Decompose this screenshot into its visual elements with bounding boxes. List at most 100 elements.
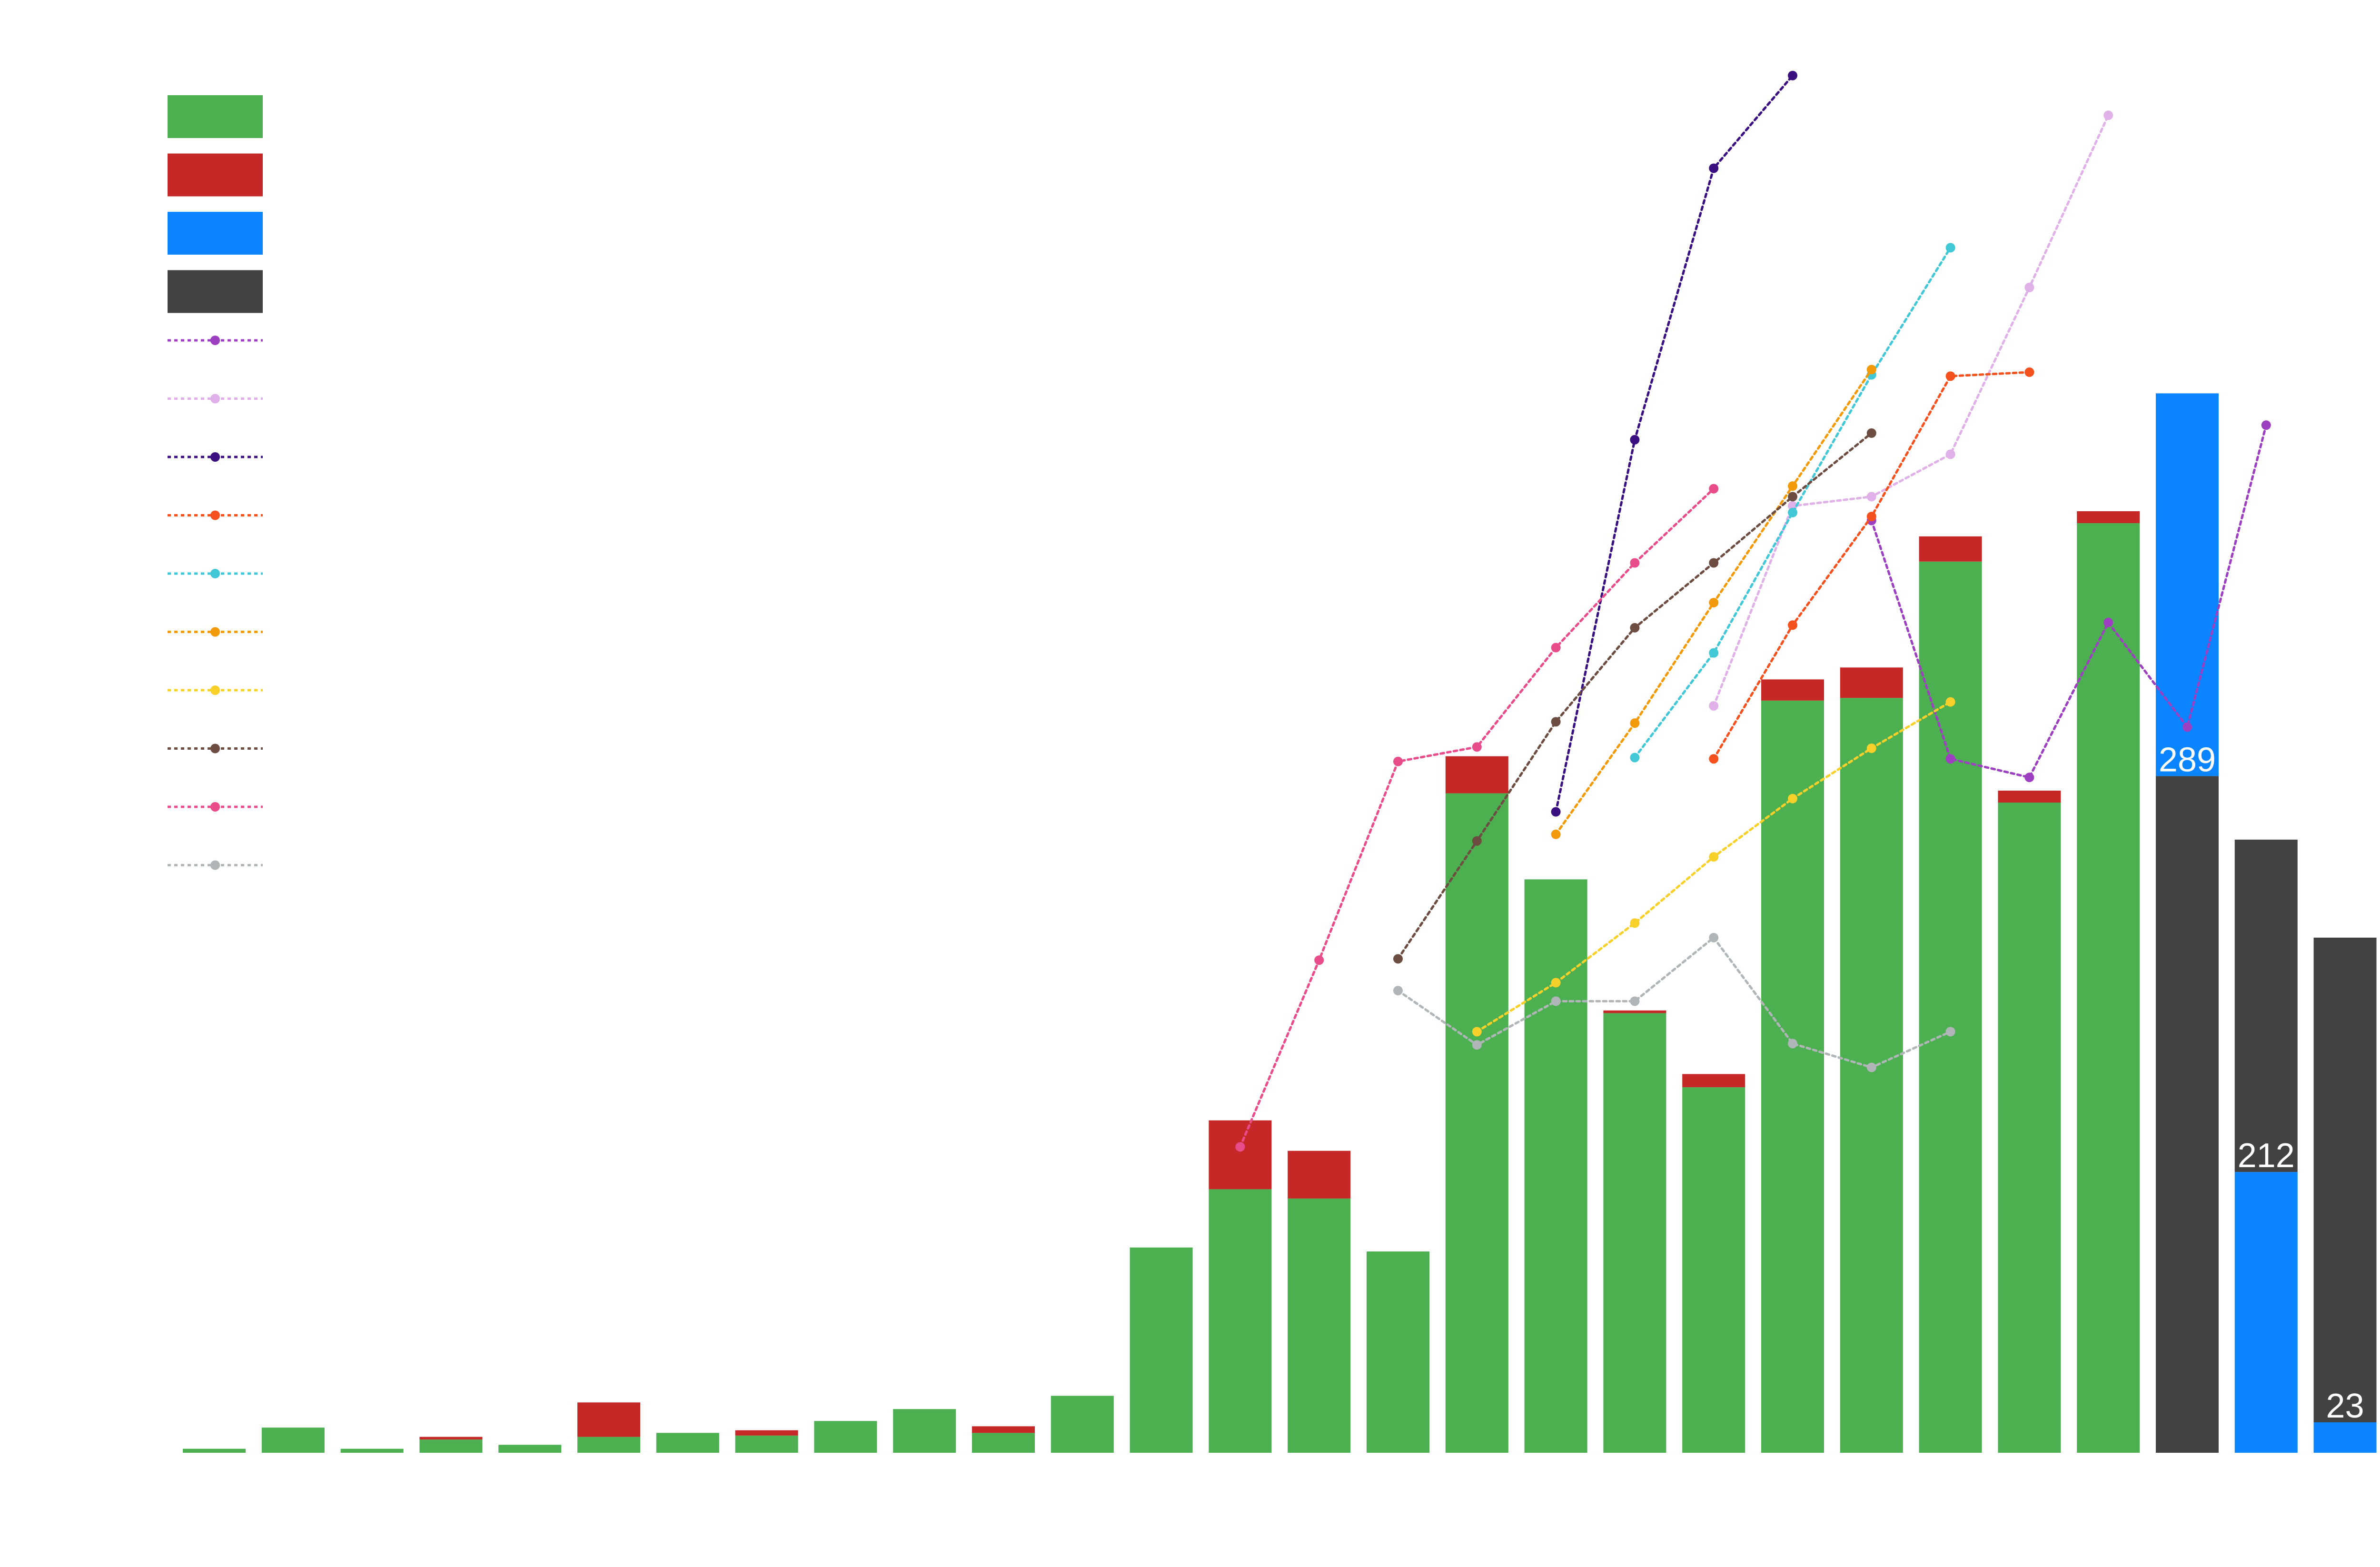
bar-green xyxy=(1130,1247,1193,1453)
legend-swatch xyxy=(168,270,263,313)
series-point xyxy=(1788,492,1797,502)
bar-value-label: 289 xyxy=(2159,741,2216,779)
bar-value-label: 23 xyxy=(2326,1387,2364,1425)
bar-green xyxy=(183,1448,246,1453)
series-point xyxy=(1945,243,1955,253)
series-point xyxy=(1788,793,1797,803)
series-point xyxy=(2261,420,2271,430)
series-point xyxy=(1709,754,1719,764)
series-point xyxy=(1866,512,1876,522)
bar-red xyxy=(1761,679,1824,701)
labels-layer: 289212236 xyxy=(2159,741,2364,1425)
series-point xyxy=(2024,282,2034,292)
legend-swatch xyxy=(168,95,263,138)
bar-green xyxy=(656,1433,719,1453)
series-point xyxy=(1551,643,1561,653)
bar-red xyxy=(1603,1010,1666,1013)
series-point xyxy=(1630,753,1640,763)
bar-green xyxy=(419,1439,483,1453)
legend-marker xyxy=(210,860,220,870)
series-point xyxy=(1314,955,1324,965)
series-point xyxy=(1945,754,1955,764)
series-point xyxy=(1630,435,1640,445)
series-point xyxy=(1393,986,1403,996)
legend-marker xyxy=(210,627,220,637)
series-point xyxy=(1235,1142,1245,1152)
bar-green xyxy=(498,1445,562,1453)
series-point xyxy=(1709,648,1719,658)
bar-green xyxy=(814,1421,877,1453)
series-point xyxy=(1630,718,1640,728)
bar-green xyxy=(1761,700,1824,1453)
bar-green xyxy=(1840,698,1903,1453)
series-point xyxy=(1551,996,1561,1006)
bar-dark xyxy=(2234,839,2298,1172)
series-point xyxy=(1709,932,1719,942)
bars-layer xyxy=(183,393,2377,1453)
series-point xyxy=(1630,996,1640,1006)
series-point xyxy=(1945,1027,1955,1037)
bar-red xyxy=(1840,667,1903,698)
series-point xyxy=(2103,110,2113,120)
legend-marker xyxy=(210,510,220,520)
series-point xyxy=(1472,1027,1482,1037)
series-point xyxy=(1472,742,1482,752)
bar-green xyxy=(577,1437,640,1453)
bar-red xyxy=(1209,1120,1272,1190)
legend-marker xyxy=(210,336,220,345)
bar-red xyxy=(735,1430,798,1436)
bar-green xyxy=(1682,1087,1745,1453)
legend-marker xyxy=(210,569,220,578)
bar-red xyxy=(972,1426,1035,1433)
bar-green xyxy=(2077,523,2140,1453)
series-point xyxy=(1945,371,1955,381)
bar-red xyxy=(1445,756,1508,793)
series-point xyxy=(1472,1040,1482,1050)
series-point xyxy=(1551,807,1561,817)
series-point xyxy=(1788,507,1797,517)
bar-green xyxy=(1288,1198,1351,1453)
legend-swatch xyxy=(168,153,263,197)
bar-green xyxy=(1445,793,1508,1453)
series-point xyxy=(1788,70,1797,80)
series-point xyxy=(1788,620,1797,630)
series-point xyxy=(1630,918,1640,928)
series-point xyxy=(1788,481,1797,491)
series-line xyxy=(1555,74,1794,813)
series-point xyxy=(1866,365,1876,375)
lines-layer xyxy=(1235,70,2271,1152)
series-point xyxy=(1866,428,1876,438)
series-point xyxy=(1709,701,1719,711)
bar-green xyxy=(340,1448,404,1453)
bar-blue xyxy=(2156,393,2219,776)
bar-red xyxy=(419,1437,483,1440)
bar-green xyxy=(893,1409,956,1453)
bar-green xyxy=(972,1433,1035,1453)
series-point xyxy=(1866,492,1876,502)
bar-dark xyxy=(2156,776,2219,1453)
series-point xyxy=(1945,697,1955,707)
series-point xyxy=(1393,756,1403,766)
bar-green xyxy=(1367,1251,1429,1453)
series-point xyxy=(2024,773,2034,783)
legend-marker xyxy=(210,452,220,462)
series-point xyxy=(1866,743,1876,753)
bar-red xyxy=(1919,536,1982,562)
series-point xyxy=(1472,836,1482,846)
bar-red xyxy=(1682,1074,1745,1088)
series-point xyxy=(1551,978,1561,988)
bar-green xyxy=(1209,1189,1272,1453)
bar-green xyxy=(1603,1013,1666,1453)
series-point xyxy=(1709,484,1719,494)
series-point xyxy=(1866,1062,1876,1072)
series-point xyxy=(1551,717,1561,727)
bar-green xyxy=(1524,879,1587,1453)
legend-marker xyxy=(210,802,220,812)
bar-green xyxy=(1051,1396,1114,1453)
series-point xyxy=(1630,623,1640,633)
series-line xyxy=(1397,936,1952,1069)
bar-blue xyxy=(2313,1422,2377,1453)
bar-red xyxy=(2077,511,2140,524)
